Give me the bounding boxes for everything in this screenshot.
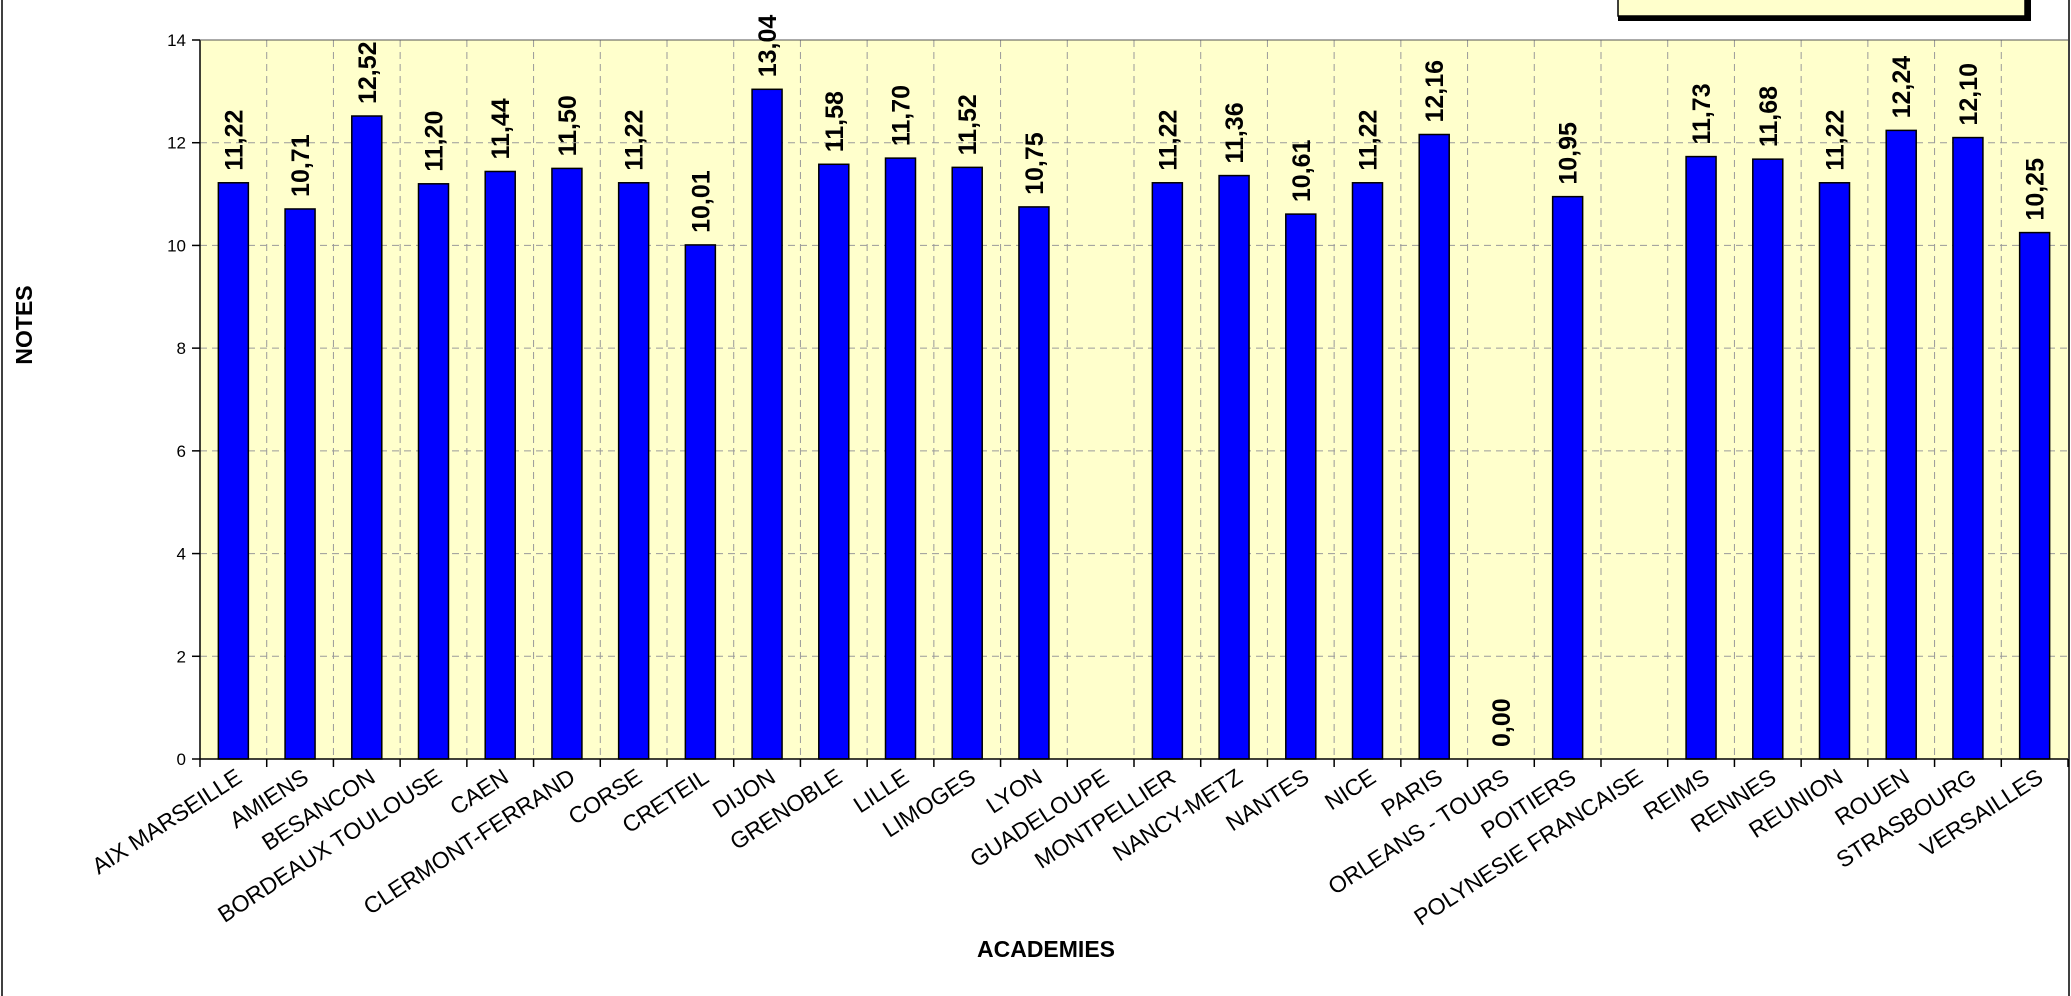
- plot-area: [200, 40, 2068, 759]
- y-tick-label: 8: [177, 339, 186, 358]
- value-label: 12,24: [1888, 56, 1916, 119]
- bar: [1952, 136, 1984, 760]
- y-tick-label: 10: [167, 236, 186, 255]
- bar: [551, 167, 583, 760]
- value-label: 11,36: [1221, 102, 1249, 163]
- value-label: 12,52: [354, 41, 382, 104]
- value-label: 11,22: [1154, 110, 1182, 171]
- value-label: 11,22: [621, 110, 649, 171]
- bar: [684, 244, 717, 760]
- value-label: 10,71: [287, 134, 315, 197]
- legend-box: [1617, 0, 2026, 17]
- bar: [284, 208, 316, 760]
- value-label: 11,50: [554, 95, 582, 156]
- value-label: 11,58: [821, 91, 849, 152]
- bar: [417, 183, 450, 760]
- value-label: 12,10: [1955, 63, 1983, 126]
- y-tick-label: 12: [167, 134, 186, 153]
- value-label: 10,25: [2022, 158, 2050, 221]
- x-category-label: AIX MARSEILLE: [87, 763, 246, 879]
- value-label: 11,68: [1755, 86, 1783, 147]
- bar: [484, 170, 516, 760]
- y-axis-title: NOTES: [11, 285, 37, 364]
- bar: [1218, 174, 1250, 760]
- x-category-label: NICE: [1320, 763, 1380, 815]
- bar: [1551, 195, 1584, 760]
- y-tick-label: 4: [177, 545, 186, 564]
- value-label: 11,20: [421, 111, 449, 172]
- bar: [1351, 182, 1384, 760]
- value-label: 11,70: [888, 85, 916, 146]
- x-axis-title: ACADEMIES: [977, 936, 1115, 962]
- value-label: 11,73: [1688, 83, 1716, 144]
- bar: [1418, 133, 1450, 760]
- bar: [1752, 158, 1784, 760]
- value-label: 12,16: [1421, 60, 1449, 123]
- bar: [351, 115, 383, 760]
- bar-series: [217, 88, 2051, 760]
- value-label: 13,04: [754, 15, 782, 78]
- bar: [751, 88, 783, 760]
- axes: [192, 39, 2069, 767]
- value-label: 0,00: [1488, 698, 1516, 747]
- value-label: 11,52: [954, 94, 982, 155]
- bar: [2018, 231, 2051, 760]
- value-label: 11,22: [220, 110, 248, 171]
- bar: [951, 166, 983, 760]
- y-tick-label: 6: [177, 442, 186, 461]
- y-tick-label: 14: [167, 31, 186, 50]
- y-tick-label: 2: [177, 647, 186, 666]
- bar: [1151, 182, 1184, 760]
- value-label: 11,22: [1822, 110, 1850, 171]
- value-label: 10,95: [1555, 122, 1583, 185]
- bar: [1885, 129, 1917, 760]
- bar: [1285, 213, 1317, 760]
- bar: [1018, 206, 1050, 760]
- value-label: 10,61: [1288, 139, 1316, 202]
- value-label: 11,22: [1355, 110, 1383, 171]
- data-labels: 11,22 10,71 12,52 11,20 11,44 11,50 11,22 10,01…: [220, 15, 2049, 747]
- bar: [818, 163, 850, 760]
- bar: [217, 182, 250, 760]
- bar: [884, 157, 917, 760]
- value-label: 10,01: [687, 170, 715, 233]
- bar: [1818, 182, 1851, 760]
- value-label: 10,75: [1021, 132, 1049, 195]
- bar: [1685, 155, 1717, 760]
- value-label: 11,44: [487, 98, 515, 159]
- bar: [617, 182, 650, 760]
- y-tick-label: 0: [177, 750, 186, 769]
